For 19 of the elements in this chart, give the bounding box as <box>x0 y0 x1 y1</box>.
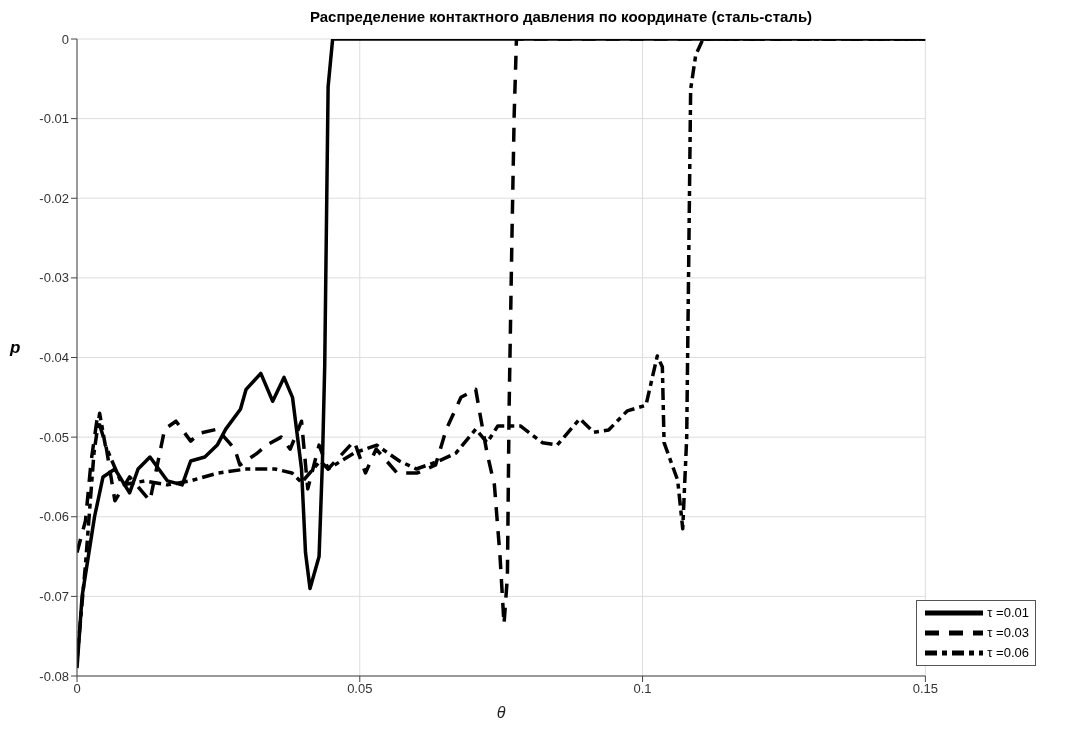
chart-title: Распределение контактного давления по координате (сталь-сталь) <box>308 8 814 27</box>
y-tick-label: -0.06 <box>39 509 69 525</box>
y-tick-label: -0.02 <box>39 190 69 206</box>
x-axis-title: θ <box>496 704 506 721</box>
y-tick-label: 0 <box>61 31 69 47</box>
y-tick-label: -0.08 <box>39 668 69 684</box>
y-tick-label: -0.07 <box>39 588 69 604</box>
x-tick-label: 0.15 <box>912 681 939 697</box>
legend-label: τ =0.01 <box>987 604 1029 622</box>
legend-label: τ =0.03 <box>987 624 1029 642</box>
y-tick-label: -0.05 <box>39 429 69 445</box>
y-tick-label: -0.03 <box>39 270 69 286</box>
y-tick-label: -0.01 <box>39 111 69 127</box>
y-tick-label: -0.04 <box>39 350 69 366</box>
x-tick-label: 0.05 <box>347 681 373 697</box>
y-axis-title: p <box>10 338 21 358</box>
x-tick-label: 0 <box>73 681 81 697</box>
legend-label: τ =0.06 <box>987 644 1029 662</box>
x-tick-label: 0.1 <box>633 681 652 697</box>
